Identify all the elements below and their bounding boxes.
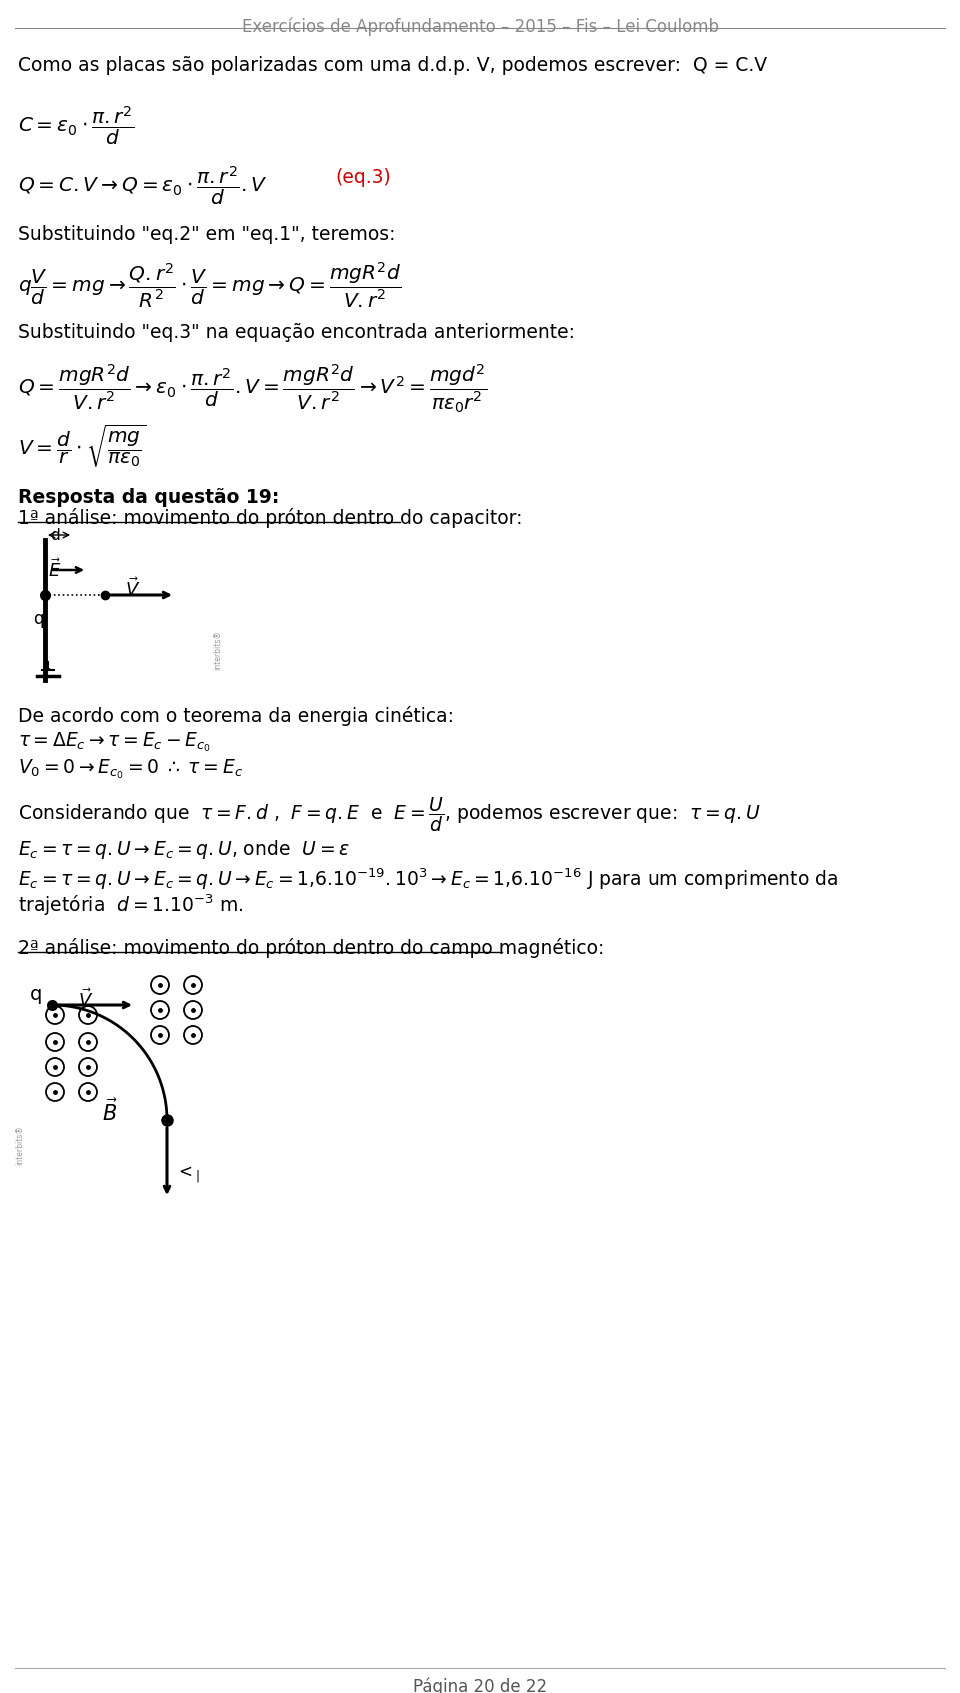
Text: 2ª análise: movimento do próton dentro do campo magnético:: 2ª análise: movimento do próton dentro d… [18, 938, 605, 958]
Text: interbits®: interbits® [15, 1126, 25, 1165]
Text: interbits®: interbits® [213, 630, 223, 670]
Text: $\varepsilon$: $\varepsilon$ [41, 664, 52, 682]
Text: De acordo com o teorema da energia cinética:: De acordo com o teorema da energia cinét… [18, 706, 454, 726]
Text: $<_|$: $<_|$ [175, 1165, 200, 1185]
Text: $\vec{E}$: $\vec{E}$ [48, 559, 61, 581]
Text: $Q = C.V \rightarrow Q = \varepsilon_0 \cdot \dfrac{\pi.r^2}{d} .V$: $Q = C.V \rightarrow Q = \varepsilon_0 \… [18, 164, 268, 208]
Text: $\tau = \Delta E_c \rightarrow \tau = E_c - E_{c_0}$: $\tau = \Delta E_c \rightarrow \tau = E_… [18, 730, 211, 753]
Text: Substituindo "eq.2" em "eq.1", teremos:: Substituindo "eq.2" em "eq.1", teremos: [18, 225, 396, 244]
Text: $q\dfrac{V}{d} = mg \rightarrow \dfrac{Q.r^2}{R^2} \cdot \dfrac{V}{d} = mg \righ: $q\dfrac{V}{d} = mg \rightarrow \dfrac{Q… [18, 261, 401, 310]
Text: trajetória  $d = 1.10^{-3}$ m.: trajetória $d = 1.10^{-3}$ m. [18, 892, 243, 919]
Text: (eq.3): (eq.3) [335, 168, 391, 186]
Text: $E_c = \tau = q.U \rightarrow E_c = q.U$, onde  $U = \varepsilon$: $E_c = \tau = q.U \rightarrow E_c = q.U$… [18, 838, 349, 862]
Text: Como as placas são polarizadas com uma d.d.p. V, podemos escrever:  Q = C.V: Como as placas são polarizadas com uma d… [18, 56, 767, 74]
Text: q: q [33, 609, 43, 628]
Text: Resposta da questão 19:: Resposta da questão 19: [18, 488, 279, 506]
Text: $\vec{V}$: $\vec{V}$ [125, 577, 140, 599]
Text: $Q = \dfrac{mgR^2d}{V.r^2} \rightarrow \varepsilon_0 \cdot \dfrac{\pi.r^2}{d} .V: $Q = \dfrac{mgR^2d}{V.r^2} \rightarrow \… [18, 362, 488, 415]
Text: $\vec{V}$: $\vec{V}$ [78, 989, 93, 1011]
Text: Substituindo "eq.3" na equação encontrada anteriormente:: Substituindo "eq.3" na equação encontrad… [18, 323, 575, 342]
Text: Exercícios de Aprofundamento – 2015 – Fis – Lei Coulomb: Exercícios de Aprofundamento – 2015 – Fi… [242, 17, 718, 36]
Text: $E_c = \tau = q.U \rightarrow E_c = q.U \rightarrow E_c = 1{,}6.10^{-19}.10^3 \r: $E_c = \tau = q.U \rightarrow E_c = q.U … [18, 867, 838, 892]
Text: q: q [30, 985, 42, 1004]
Text: $\vec{B}$: $\vec{B}$ [102, 1099, 118, 1124]
Text: 1ª análise: movimento do próton dentro do capacitor:: 1ª análise: movimento do próton dentro d… [18, 508, 522, 528]
Text: $V_0 = 0 \rightarrow E_{c_0} = 0 \;\therefore\; \tau = E_c$: $V_0 = 0 \rightarrow E_{c_0} = 0 \;\ther… [18, 757, 243, 780]
Text: Considerando que  $\tau = F.d$ ,  $F = q.E$  e  $E = \dfrac{U}{d}$, podemos escr: Considerando que $\tau = F.d$ , $F = q.E… [18, 796, 760, 835]
Text: Página 20 de 22: Página 20 de 22 [413, 1678, 547, 1693]
Text: $C = \varepsilon_0 \cdot \dfrac{\pi.r^2}{d}$: $C = \varepsilon_0 \cdot \dfrac{\pi.r^2}… [18, 105, 134, 149]
Text: $V = \dfrac{d}{r} \cdot \sqrt{\dfrac{mg}{\pi\varepsilon_0}}$: $V = \dfrac{d}{r} \cdot \sqrt{\dfrac{mg}… [18, 422, 147, 469]
Text: d: d [50, 528, 60, 543]
